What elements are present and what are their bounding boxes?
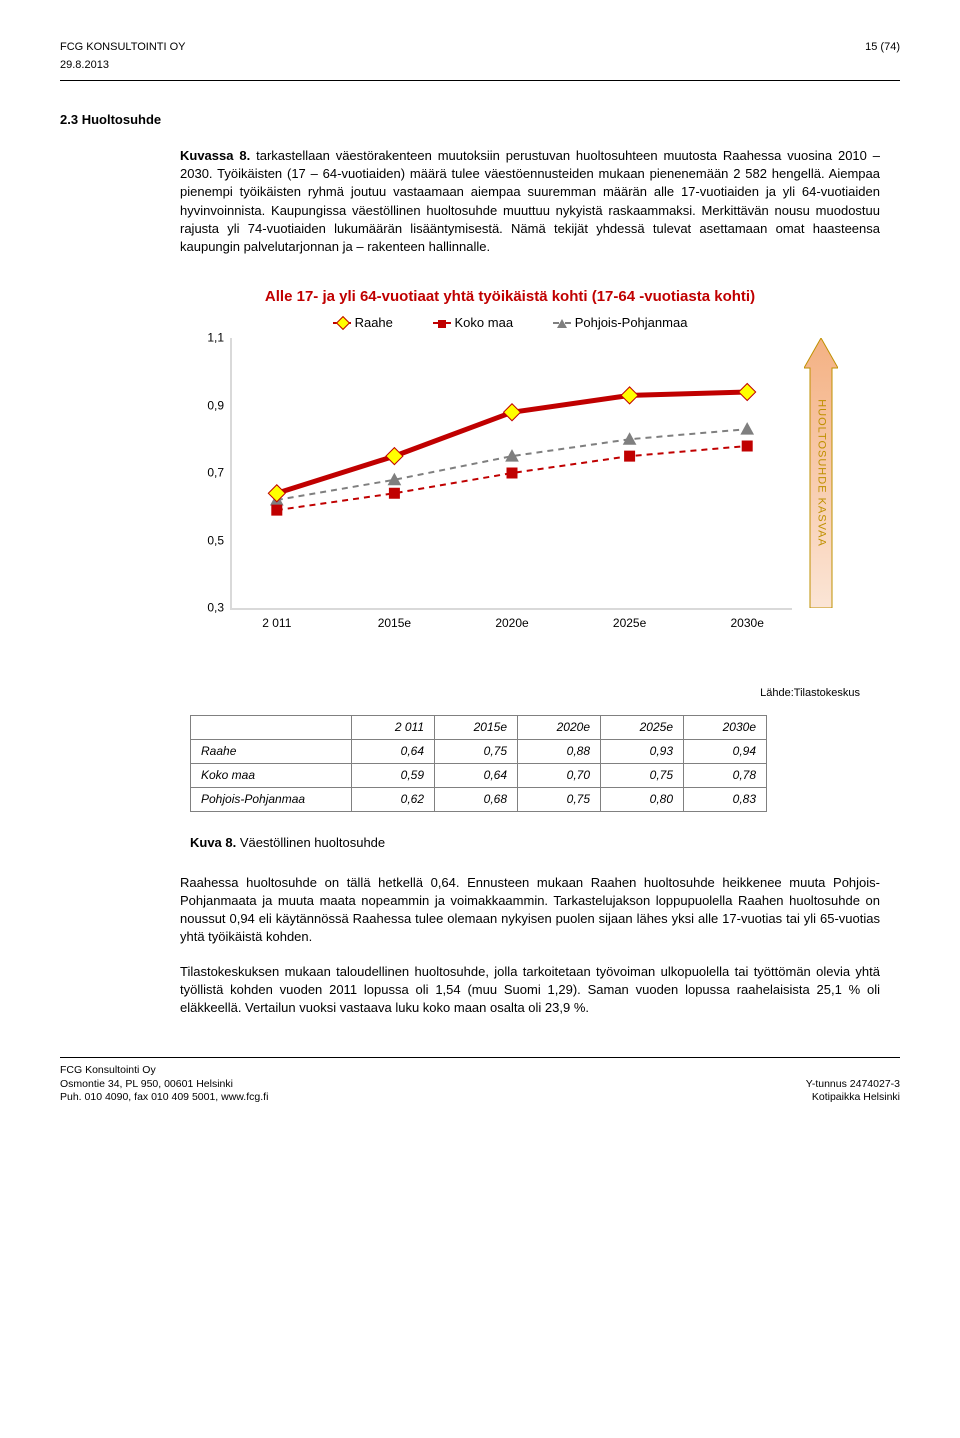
dependency-ratio-chart: Alle 17- ja yli 64-vuotiaat yhtä työikäi…: [190, 286, 830, 666]
section-title: Huoltosuhde: [82, 112, 161, 127]
cell: 0,64: [352, 740, 435, 764]
section-heading: 2.3 Huoltosuhde: [60, 111, 900, 129]
cell: 0,70: [518, 764, 601, 788]
cell: 0,64: [435, 764, 518, 788]
legend-raahe-label: Raahe: [355, 314, 393, 332]
ytick: 0,9: [194, 397, 224, 414]
cell: 0,93: [601, 740, 684, 764]
caption-num: Kuva 8.: [190, 835, 236, 850]
para-2: Raahessa huoltosuhde on tällä hetkellä 0…: [180, 874, 880, 947]
section-number: 2.3: [60, 112, 78, 127]
legend-pp: Pohjois-Pohjanmaa: [553, 314, 688, 332]
cell: 0,59: [352, 764, 435, 788]
th: 2025e: [601, 716, 684, 740]
chart-source: Lähde:Tilastokeskus: [60, 686, 860, 701]
legend-koko: Koko maa: [433, 314, 514, 332]
th: 2030e: [684, 716, 767, 740]
ytick: 0,5: [194, 532, 224, 549]
cell: 0,75: [435, 740, 518, 764]
caption-text: Väestöllinen huoltosuhde: [236, 835, 385, 850]
cell: 0,68: [435, 787, 518, 811]
plot-area: 1,1 0,9 0,7 0,5 0,3 2 011 2015e 2020e 20…: [230, 338, 792, 610]
chart-title: Alle 17- ja yli 64-vuotiaat yhtä työikäi…: [190, 286, 830, 307]
page-header: FCG KONSULTOINTI OY 15 (74): [60, 40, 900, 55]
ytick: 0,3: [194, 600, 224, 617]
rowname: Koko maa: [191, 764, 352, 788]
chart-legend: Raahe Koko maa Pohjois-Pohjanmaa: [190, 311, 830, 332]
table-header-row: 2 011 2015e 2020e 2025e 2030e: [191, 716, 767, 740]
para1-text: tarkastellaan väestörakenteen muutoksiin…: [180, 148, 880, 254]
footer-address: Osmontie 34, PL 950, 00601 Helsinki: [60, 1078, 268, 1092]
footer-rule: [60, 1057, 900, 1058]
cell: 0,78: [684, 764, 767, 788]
legend-pp-label: Pohjois-Pohjanmaa: [575, 314, 688, 332]
table-row: Raahe 0,64 0,75 0,88 0,93 0,94: [191, 740, 767, 764]
xtick: 2 011: [262, 615, 291, 632]
cell: 0,83: [684, 787, 767, 811]
legend-koko-label: Koko maa: [455, 314, 514, 332]
figure-caption: Kuva 8. Väestöllinen huoltosuhde: [190, 834, 900, 852]
ytick: 0,7: [194, 465, 224, 482]
page-footer: FCG Konsultointi Oy Osmontie 34, PL 950,…: [60, 1064, 900, 1105]
para-1: Kuvassa 8. tarkastellaan väestörakenteen…: [180, 147, 880, 256]
cell: 0,80: [601, 787, 684, 811]
th: 2020e: [518, 716, 601, 740]
footer-ytunnus: Y-tunnus 2474027-3: [806, 1078, 900, 1092]
para1-label: Kuvassa 8.: [180, 148, 250, 163]
table-row: Koko maa 0,59 0,64 0,70 0,75 0,78: [191, 764, 767, 788]
data-table: 2 011 2015e 2020e 2025e 2030e Raahe 0,64…: [190, 715, 767, 811]
footer-kotipaikka: Kotipaikka Helsinki: [806, 1091, 900, 1105]
arrow-text: HUOLTOSUHDE KASVAA: [813, 399, 828, 547]
cell: 0,75: [518, 787, 601, 811]
ytick: 1,1: [194, 330, 224, 347]
rowname: Raahe: [191, 740, 352, 764]
footer-right: Y-tunnus 2474027-3 Kotipaikka Helsinki: [806, 1064, 900, 1105]
plot-svg: [232, 338, 792, 608]
arrow-band: HUOLTOSUHDE KASVAA: [804, 338, 838, 608]
header-date: 29.8.2013: [60, 58, 900, 73]
cell: 0,88: [518, 740, 601, 764]
footer-company: FCG Konsultointi Oy: [60, 1064, 268, 1078]
cell: 0,94: [684, 740, 767, 764]
xtick: 2025e: [613, 615, 646, 632]
footer-contact: Puh. 010 4090, fax 010 409 5001, www.fcg…: [60, 1091, 268, 1105]
rowname: Pohjois-Pohjanmaa: [191, 787, 352, 811]
th: 2015e: [435, 716, 518, 740]
xtick: 2020e: [495, 615, 528, 632]
footer-left: FCG Konsultointi Oy Osmontie 34, PL 950,…: [60, 1064, 268, 1105]
table-row: Pohjois-Pohjanmaa 0,62 0,68 0,75 0,80 0,…: [191, 787, 767, 811]
header-rule: [60, 80, 900, 81]
cell: 0,62: [352, 787, 435, 811]
para-3: Tilastokeskuksen mukaan taloudellinen hu…: [180, 963, 880, 1018]
legend-raahe: Raahe: [333, 314, 393, 332]
cell: 0,75: [601, 764, 684, 788]
header-company: FCG KONSULTOINTI OY: [60, 40, 186, 55]
th: 2 011: [352, 716, 435, 740]
xtick: 2030e: [731, 615, 764, 632]
xtick: 2015e: [378, 615, 411, 632]
header-page: 15 (74): [865, 40, 900, 55]
